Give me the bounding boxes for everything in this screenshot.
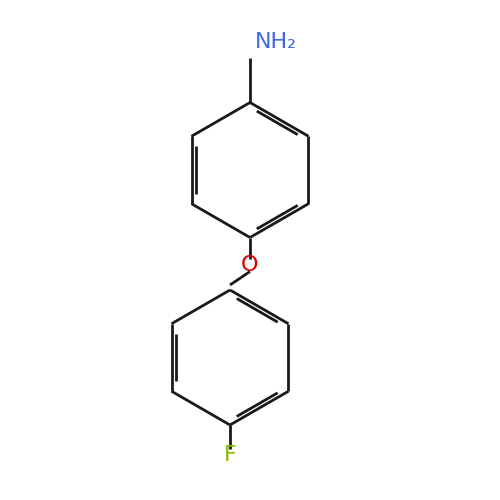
Text: O: O xyxy=(241,255,259,275)
Text: F: F xyxy=(224,445,236,465)
Text: NH₂: NH₂ xyxy=(255,32,297,52)
